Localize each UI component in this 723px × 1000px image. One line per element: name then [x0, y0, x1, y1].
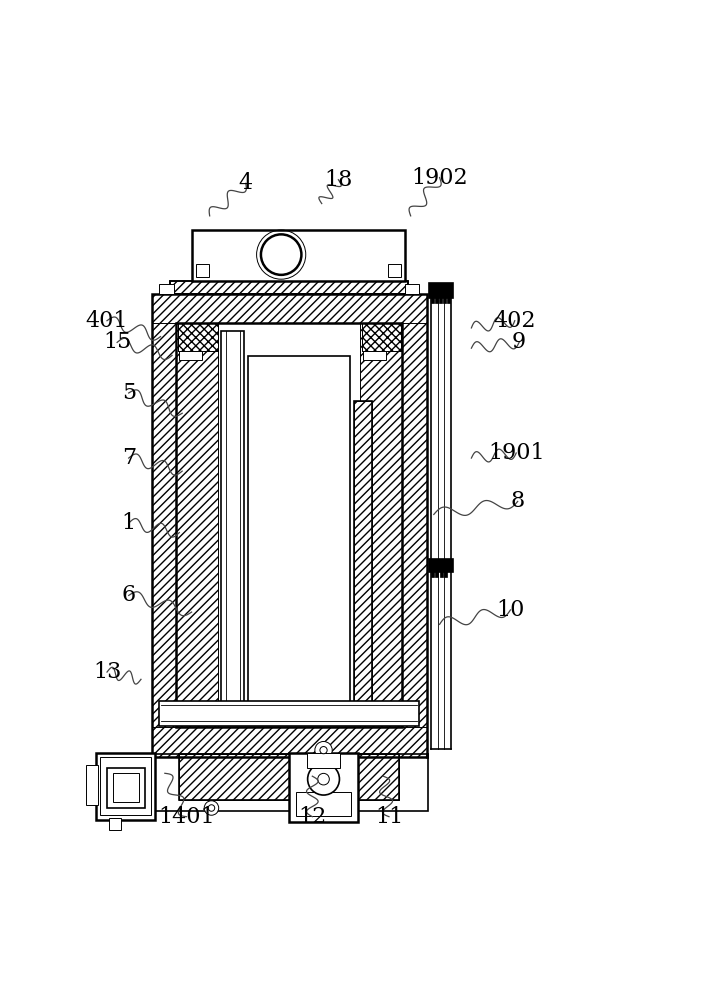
Bar	[113, 773, 139, 802]
Bar	[440, 570, 442, 577]
Bar	[179, 351, 202, 360]
Bar	[170, 281, 408, 294]
Bar	[354, 401, 372, 716]
Bar	[362, 323, 401, 351]
Circle shape	[315, 741, 333, 759]
Bar	[107, 768, 145, 808]
Bar	[289, 753, 358, 822]
Bar	[405, 284, 419, 294]
Bar	[439, 296, 442, 303]
Text: 9: 9	[512, 331, 526, 353]
Bar	[179, 754, 399, 800]
Circle shape	[318, 773, 330, 785]
Text: 402: 402	[494, 310, 536, 332]
Bar	[96, 753, 155, 820]
Text: 7: 7	[121, 447, 136, 469]
Circle shape	[320, 747, 328, 754]
Bar	[178, 323, 218, 351]
Bar	[152, 294, 427, 757]
Bar	[431, 570, 434, 577]
Bar	[152, 727, 427, 757]
Text: 6: 6	[121, 584, 136, 606]
Text: 15: 15	[103, 331, 132, 353]
Bar	[179, 754, 399, 800]
Bar	[221, 331, 244, 724]
Bar	[362, 323, 401, 351]
Bar	[429, 283, 453, 298]
Bar	[159, 701, 419, 726]
Text: 1: 1	[121, 512, 136, 534]
Circle shape	[308, 763, 340, 795]
Bar	[100, 757, 151, 815]
Bar	[159, 284, 174, 294]
Text: 401: 401	[86, 310, 128, 332]
Bar	[435, 570, 438, 577]
Text: 18: 18	[324, 169, 353, 191]
Bar	[192, 230, 405, 281]
Bar	[109, 818, 121, 830]
Text: 11: 11	[375, 806, 403, 828]
Bar	[170, 281, 408, 294]
Bar	[360, 323, 402, 727]
Bar	[296, 792, 351, 816]
Bar	[354, 401, 372, 716]
Text: 8: 8	[510, 490, 525, 512]
Bar	[447, 296, 450, 303]
Text: 5: 5	[121, 382, 136, 404]
Bar	[248, 356, 350, 709]
Bar	[176, 323, 402, 727]
Bar	[443, 296, 446, 303]
Bar	[150, 754, 428, 811]
Text: 12: 12	[298, 806, 327, 828]
Bar	[178, 323, 218, 351]
Bar	[402, 294, 427, 757]
Bar	[86, 765, 98, 805]
Bar	[152, 294, 427, 323]
Bar	[152, 294, 176, 757]
Text: 1901: 1901	[488, 442, 544, 464]
Circle shape	[208, 805, 215, 811]
Bar	[429, 559, 453, 572]
Bar	[445, 570, 448, 577]
Bar	[307, 753, 340, 768]
Bar	[435, 296, 438, 303]
Text: 10: 10	[496, 599, 525, 621]
Bar	[388, 264, 401, 277]
Bar	[363, 351, 386, 360]
Bar	[196, 264, 209, 277]
Text: 13: 13	[93, 661, 121, 683]
Circle shape	[261, 234, 301, 275]
Text: 4: 4	[239, 172, 253, 194]
Circle shape	[204, 801, 218, 815]
Bar	[176, 323, 218, 727]
Text: 1401: 1401	[158, 806, 215, 828]
Text: 1902: 1902	[411, 167, 468, 189]
Bar	[431, 296, 434, 303]
